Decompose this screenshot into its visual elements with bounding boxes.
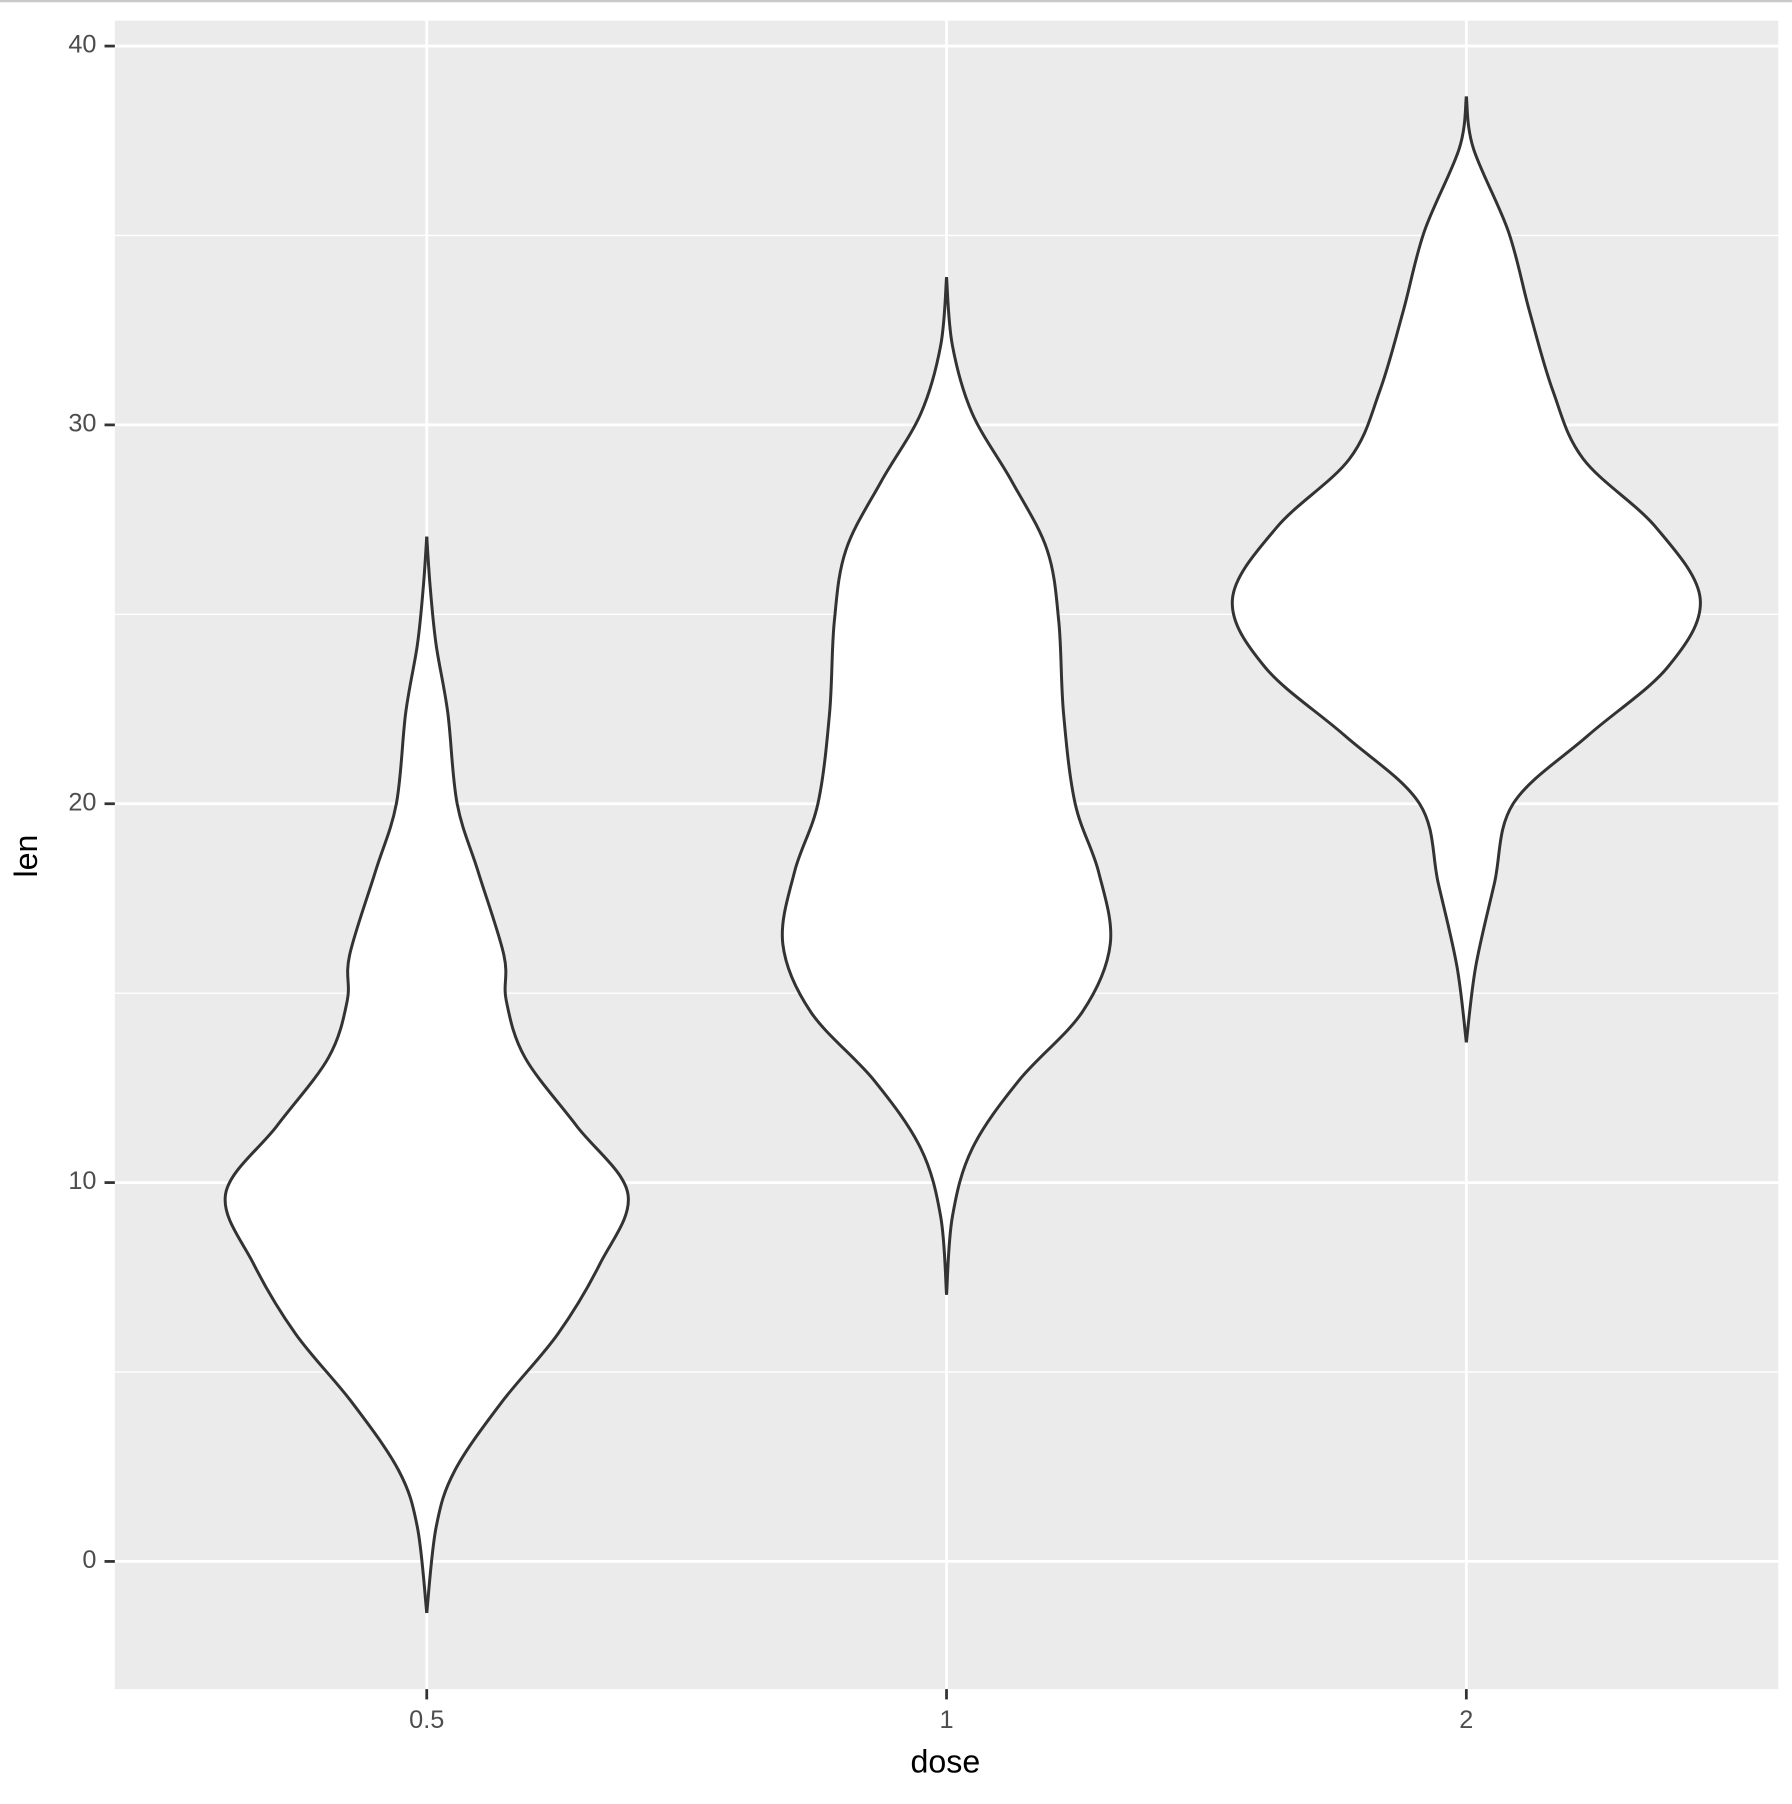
x-tick-label: 2	[1459, 1706, 1473, 1734]
violin-outline-left	[780, 277, 949, 1295]
x-tick-label: 1	[940, 1706, 954, 1734]
violin-fill	[225, 536, 629, 1613]
violin-outline-right	[425, 536, 630, 1614]
violin-outline-left	[223, 536, 429, 1614]
x-axis-title: dose	[911, 1743, 981, 1779]
y-tick-label: 10	[68, 1167, 96, 1195]
violin-fill	[782, 277, 1111, 1295]
x-tick-label: 0.5	[409, 1706, 444, 1734]
y-tick-label: 0	[82, 1546, 96, 1574]
y-tick-label: 20	[68, 788, 96, 816]
violin-fill	[1232, 96, 1701, 1043]
y-tick-label: 30	[68, 410, 96, 438]
y-axis-title: len	[8, 835, 44, 878]
y-tick-label: 40	[68, 31, 96, 59]
violin-outline-right	[945, 277, 1113, 1295]
violin-outline-right	[1464, 96, 1702, 1043]
violin-outline-left	[1230, 96, 1468, 1043]
